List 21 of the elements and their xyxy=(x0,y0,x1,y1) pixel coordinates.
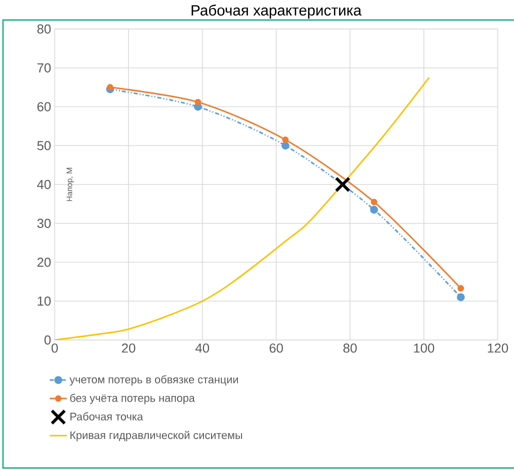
y-tick-label: 50 xyxy=(37,141,51,150)
x-tick-label: 80 xyxy=(343,344,357,353)
legend-label: Рабочая точка xyxy=(70,412,144,420)
x-tick-label: 60 xyxy=(270,344,283,353)
y-tick-label: 80 xyxy=(37,24,51,34)
legend-label: без учёта потерь напора xyxy=(70,394,195,404)
x-tick-label: 20 xyxy=(122,344,136,353)
x-tick-label: 0 xyxy=(52,344,58,353)
chart-title: Рабочая характеристика xyxy=(192,4,362,19)
x-tick-label: 100 xyxy=(414,344,434,353)
legend-label: Кривая гидравлической сиситемы xyxy=(70,430,242,442)
legend-label: учетом потерь в обвязке станции xyxy=(70,375,238,386)
y-tick-label: 70 xyxy=(37,63,51,72)
y-tick-label: 30 xyxy=(37,218,51,228)
y-tick-label: 0 xyxy=(44,335,51,345)
y-tick-label: 40 xyxy=(37,180,51,190)
x-tick-label: 120 xyxy=(488,344,508,353)
y-tick-label: 10 xyxy=(38,296,51,306)
x-tick-label: 40 xyxy=(195,344,210,353)
y-tick-label: 20 xyxy=(37,258,51,267)
y-tick-label: 60 xyxy=(37,102,51,112)
